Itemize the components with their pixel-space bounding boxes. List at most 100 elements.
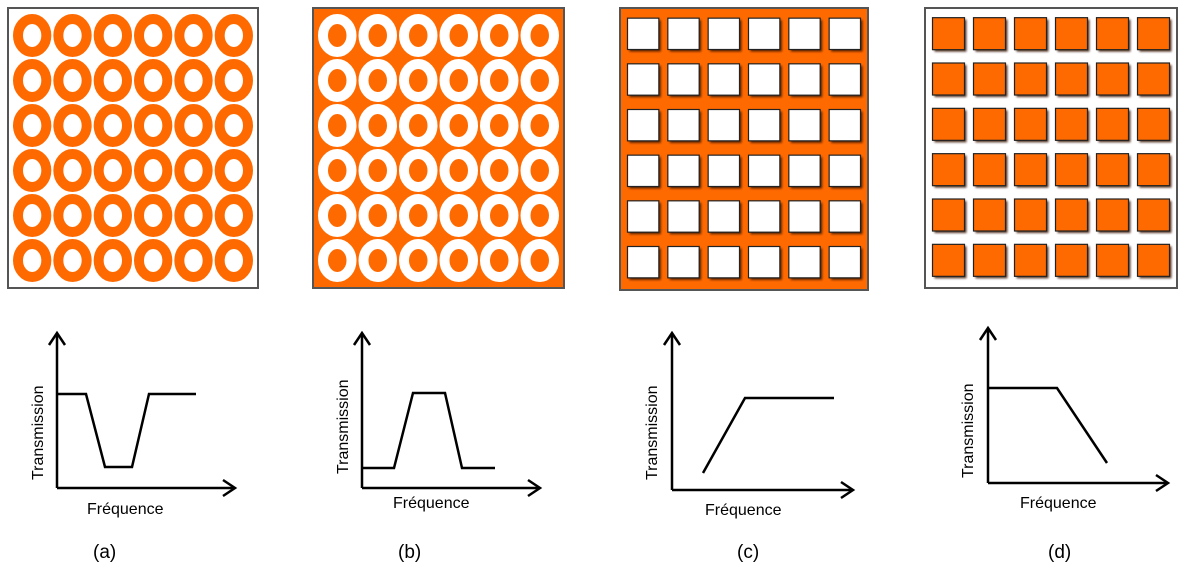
square-element: [972, 153, 1007, 187]
ring-element: [439, 239, 478, 282]
ring-element: [480, 104, 519, 147]
square-element: [1013, 17, 1048, 51]
pattern-frame: [7, 7, 259, 289]
ring-element: [53, 59, 92, 102]
y-axis-arrow: [352, 330, 372, 346]
ring-element: [358, 59, 397, 102]
square-element: [747, 154, 781, 188]
response-curve: [57, 392, 196, 469]
square-element: [707, 245, 741, 279]
square-element: [1136, 62, 1171, 96]
ring-element: [214, 104, 253, 147]
ylabel-d: Transmission: [960, 383, 977, 478]
square-element: [1054, 17, 1089, 51]
xlabel-d: Fréquence: [1020, 495, 1097, 512]
ring-element: [318, 14, 357, 57]
square-element: [667, 154, 700, 188]
square-element: [788, 154, 821, 188]
square-element: [788, 108, 821, 142]
panel-label-b: (b): [398, 542, 421, 563]
ring-element: [480, 149, 519, 192]
y-axis-arrow: [662, 330, 682, 346]
square-element: [1013, 62, 1048, 96]
square-element: [1095, 107, 1130, 141]
response-curve: [701, 396, 834, 474]
x-axis-arrow: [527, 478, 543, 498]
ring-element: [520, 14, 559, 57]
square-element: [747, 200, 781, 233]
ring-element: [318, 59, 357, 102]
square-element: [931, 243, 966, 277]
ring-element: [358, 14, 397, 57]
xlabel-c: Fréquence: [705, 502, 782, 519]
ring-element: [358, 239, 397, 282]
square-element: [828, 63, 862, 96]
square-element: [788, 63, 821, 96]
ring-element: [214, 14, 253, 57]
ring-element: [174, 104, 213, 147]
ring-element: [93, 104, 133, 147]
pattern-white-squares: [619, 7, 869, 291]
ring-element: [214, 239, 253, 282]
xlabel-b: Fréquence: [393, 495, 470, 512]
ring-element: [93, 239, 133, 282]
panel-b: Transmission Fréquence (b): [312, 7, 565, 563]
square-element: [626, 17, 660, 51]
response-curve: [362, 391, 495, 470]
ring-element: [520, 149, 559, 192]
panel-d: Transmission Fréquence (d): [924, 7, 1178, 563]
ring-element: [93, 14, 133, 57]
ring-element: [214, 149, 253, 192]
ring-element: [358, 104, 397, 147]
square-element: [1136, 198, 1171, 232]
ring-element: [520, 194, 559, 237]
ring-element: [134, 194, 173, 237]
square-element: [972, 243, 1007, 277]
square-element: [707, 200, 741, 233]
ring-element: [214, 59, 253, 102]
graph-low-pass: [978, 325, 1171, 493]
ring-element: [480, 239, 519, 282]
square-element: [1054, 107, 1089, 141]
square-element: [1054, 243, 1089, 277]
ring-element: [134, 149, 173, 192]
ring-element: [480, 14, 519, 57]
ring-element: [53, 149, 92, 192]
square-element: [828, 108, 862, 142]
square-element: [747, 245, 781, 279]
graph-high-pass: [662, 330, 856, 500]
pattern-white-rings: [312, 7, 565, 289]
square-element: [931, 198, 966, 232]
ring-element: [214, 194, 253, 237]
square-element: [972, 107, 1007, 141]
square-element: [667, 17, 700, 51]
ring-element: [13, 194, 52, 237]
ylabel-a: Transmission: [30, 385, 47, 480]
square-element: [828, 245, 862, 279]
square-element: [667, 200, 700, 233]
square-element: [626, 200, 660, 233]
ring-element: [439, 14, 478, 57]
ring-element: [174, 194, 213, 237]
ring-element: [174, 149, 213, 192]
graph-band-pass: [352, 330, 543, 498]
square-element: [667, 63, 700, 96]
pattern-frame: [312, 7, 565, 289]
square-element: [828, 154, 862, 188]
ring-element: [134, 59, 173, 102]
ring-element: [53, 194, 92, 237]
ring-element: [53, 239, 92, 282]
square-element: [1095, 243, 1130, 277]
square-element: [1136, 243, 1171, 277]
ring-element: [439, 104, 478, 147]
pattern-orange-squares: [924, 7, 1178, 289]
square-element: [788, 200, 821, 233]
pattern-frame: [924, 7, 1178, 289]
ring-element: [318, 149, 357, 192]
ring-element: [520, 239, 559, 282]
square-element: [626, 108, 660, 142]
ring-element: [399, 239, 438, 282]
square-element: [972, 62, 1007, 96]
x-axis-arrow: [840, 480, 856, 500]
square-element: [788, 17, 821, 51]
